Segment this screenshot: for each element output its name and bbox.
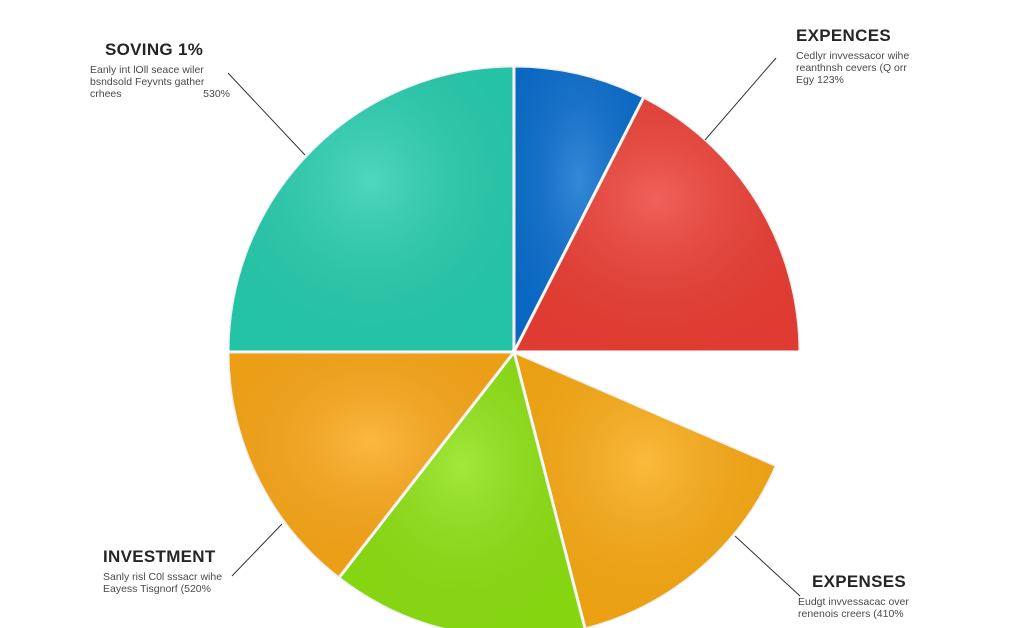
leader-lines xyxy=(227,57,801,597)
annotation-expences: EXPENCES Cedlyr invvessacor wihe reanthn… xyxy=(796,26,936,86)
pie-slice-shading xyxy=(228,352,514,578)
annotation-investment-title: INVESTMENT xyxy=(103,547,216,566)
pie-slice-shading xyxy=(514,66,644,352)
pie-slice-shading xyxy=(338,352,585,628)
annotation-investment: INVESTMENT Sanly risl C0l sssacr wihe Ea… xyxy=(103,547,233,595)
pie-slice-shading xyxy=(514,97,800,352)
pie-slice-shading xyxy=(228,66,514,352)
annotation-expenses-text: Eudgt invvessacac over renenois creers (… xyxy=(798,596,938,620)
annotation-expences-title: EXPENCES xyxy=(796,26,891,45)
annotation-saving-line1: Eanly int lOll seace wiler xyxy=(90,64,204,76)
pie-slice-shading xyxy=(514,352,777,628)
leader-line-investment xyxy=(231,523,283,577)
annotation-expenses-title: EXPENSES xyxy=(812,572,907,591)
leader-line-expenses xyxy=(734,535,801,597)
annotation-expenses-line1: Eudgt invvessacac over xyxy=(798,596,909,608)
annotation-investment-line2: Eayess Tisgnorf (520% xyxy=(103,583,211,595)
pie-slice-unlabeled-3 xyxy=(513,350,802,468)
annotation-expenses-line2: renenois creers (410% xyxy=(798,608,904,620)
annotation-expenses: EXPENSES Eudgt invvessacac over renenois… xyxy=(798,572,938,620)
annotation-saving-line3: crhees xyxy=(90,88,122,100)
annotation-investment-line1: Sanly risl C0l sssacr wihe xyxy=(103,571,223,583)
annotation-investment-text: Sanly risl C0l sssacr wihe Eayess Tisgno… xyxy=(103,571,233,595)
annotation-expences-line3: Egy 123% xyxy=(796,74,844,86)
annotation-expences-line2: reanthnsh cevers (Q orr xyxy=(796,62,907,74)
annotation-saving-text: Eanly int lOll seace wiler bsndsold Feyv… xyxy=(90,64,230,100)
leader-line-saving xyxy=(227,72,306,156)
annotation-saving: SOVING 1% Eanly int lOll seace wiler bsn… xyxy=(90,40,230,100)
annotation-saving-line2: bsndsold Feyvnts gather xyxy=(90,76,205,88)
annotation-saving-pct: 530% xyxy=(203,88,230,100)
annotation-saving-title: SOVING 1% xyxy=(105,40,204,59)
annotation-expences-line1: Cedlyr invvessacor wihe xyxy=(796,50,910,62)
annotation-expences-text: Cedlyr invvessacor wihe reanthnsh cevers… xyxy=(796,50,936,86)
leader-line-expences xyxy=(704,57,777,141)
